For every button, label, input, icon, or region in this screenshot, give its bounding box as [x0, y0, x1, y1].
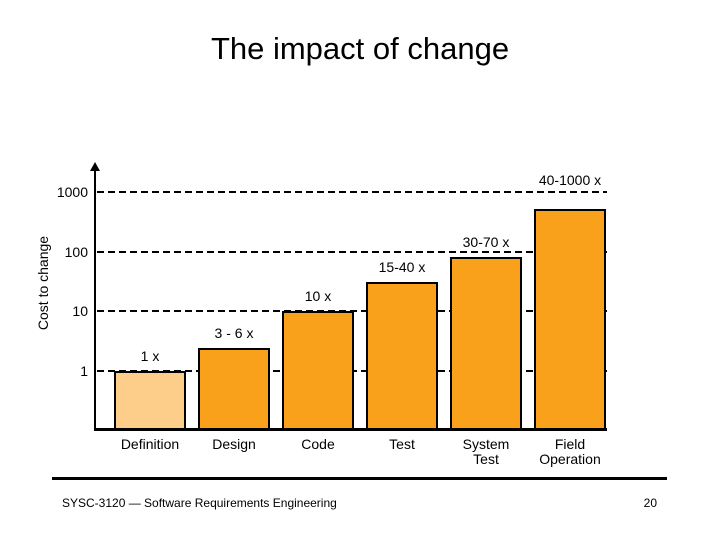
- category-label-test: Test: [389, 436, 415, 452]
- y-axis-title: Cost to change: [35, 235, 51, 331]
- category-label-system-test: System Test: [462, 436, 510, 467]
- bar-definition: [114, 371, 186, 430]
- x-axis-line: [94, 428, 607, 431]
- bar-value-label-definition: 1 x: [140, 348, 160, 364]
- y-tick-label-1000: 1000: [56, 183, 88, 200]
- bar-code: [282, 311, 354, 430]
- bar-value-label-field-operation: 40-1000 x: [538, 171, 602, 188]
- y-tick-label-1: 1: [80, 363, 88, 379]
- category-label-design: Design: [212, 436, 256, 452]
- bar-value-label-code: 10 x: [304, 288, 332, 305]
- footer-page-number: 20: [643, 496, 657, 510]
- bar-test: [366, 281, 438, 430]
- bar-value-label-system-test: 30-70 x: [462, 234, 510, 251]
- gridline-1000: [97, 190, 607, 193]
- footer-course-label: SYSC-3120 — Software Requirements Engine…: [62, 496, 337, 510]
- gridline-100: [97, 250, 607, 253]
- y-tick-label-100: 100: [64, 243, 88, 260]
- category-label-field-operation: Field Operation: [539, 436, 601, 467]
- y-axis-arrow-icon: [90, 162, 100, 171]
- slide-title: The impact of change: [210, 31, 510, 66]
- y-tick-label-10: 10: [72, 303, 88, 320]
- category-label-code: Code: [301, 436, 335, 452]
- y-axis-line: [94, 169, 96, 430]
- footer-divider: [52, 477, 667, 480]
- category-label-definition: Definition: [120, 436, 180, 452]
- bar-value-label-test: 15-40 x: [378, 258, 426, 275]
- bar-value-label-design: 3 - 6 x: [214, 324, 254, 341]
- bar-field-operation: [534, 209, 606, 430]
- bar-system-test: [450, 257, 522, 430]
